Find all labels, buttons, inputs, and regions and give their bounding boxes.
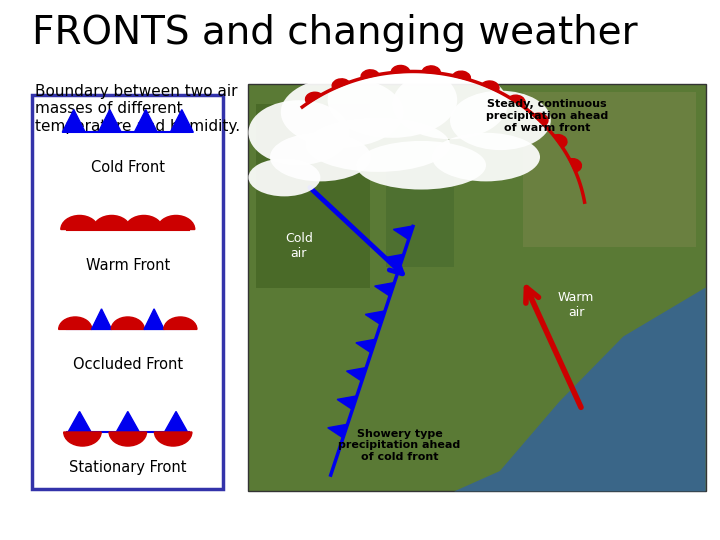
Text: Occluded Front: Occluded Front bbox=[73, 357, 183, 373]
Polygon shape bbox=[337, 396, 357, 409]
Polygon shape bbox=[68, 411, 91, 432]
Polygon shape bbox=[346, 368, 366, 381]
Ellipse shape bbox=[248, 100, 349, 165]
Wedge shape bbox=[164, 317, 197, 329]
Text: Boundary between two air
masses of different
temperature and humidity.: Boundary between two air masses of diffe… bbox=[35, 84, 240, 133]
Wedge shape bbox=[361, 70, 379, 79]
Text: Cold Front: Cold Front bbox=[91, 160, 165, 176]
Text: Showery type
precipitation ahead
of cold front: Showery type precipitation ahead of cold… bbox=[338, 429, 461, 462]
Wedge shape bbox=[482, 81, 499, 92]
Bar bbox=[248, 84, 706, 491]
Wedge shape bbox=[93, 215, 130, 230]
Ellipse shape bbox=[432, 133, 540, 181]
Text: Warm
air: Warm air bbox=[558, 291, 594, 319]
Wedge shape bbox=[125, 215, 163, 230]
Wedge shape bbox=[569, 159, 582, 172]
Wedge shape bbox=[111, 317, 144, 329]
Polygon shape bbox=[165, 411, 187, 432]
Wedge shape bbox=[332, 79, 350, 89]
Wedge shape bbox=[109, 432, 147, 446]
Ellipse shape bbox=[450, 91, 551, 150]
Ellipse shape bbox=[306, 118, 450, 172]
Ellipse shape bbox=[392, 69, 508, 139]
Text: Steady, continuous
precipitation ahead
of warm front: Steady, continuous precipitation ahead o… bbox=[486, 99, 608, 133]
Wedge shape bbox=[553, 134, 567, 148]
Polygon shape bbox=[454, 287, 706, 491]
Ellipse shape bbox=[270, 133, 371, 181]
Text: FRONTS and changing weather: FRONTS and changing weather bbox=[32, 14, 638, 51]
Bar bbox=[256, 104, 370, 287]
Polygon shape bbox=[98, 110, 121, 132]
Polygon shape bbox=[171, 110, 193, 132]
Wedge shape bbox=[452, 71, 470, 80]
Ellipse shape bbox=[248, 159, 320, 197]
Text: Stationary Front: Stationary Front bbox=[69, 460, 186, 475]
Text: Cold
air: Cold air bbox=[285, 232, 312, 260]
Wedge shape bbox=[63, 432, 101, 446]
Ellipse shape bbox=[281, 77, 403, 147]
Polygon shape bbox=[116, 411, 140, 432]
FancyBboxPatch shape bbox=[32, 94, 223, 489]
Wedge shape bbox=[58, 317, 91, 329]
Wedge shape bbox=[508, 95, 525, 107]
Polygon shape bbox=[328, 424, 348, 438]
Polygon shape bbox=[91, 309, 112, 329]
Polygon shape bbox=[144, 309, 164, 329]
Bar bbox=[523, 92, 696, 247]
Wedge shape bbox=[533, 113, 548, 126]
Polygon shape bbox=[393, 226, 413, 240]
Polygon shape bbox=[384, 254, 404, 268]
Ellipse shape bbox=[328, 62, 457, 138]
Wedge shape bbox=[391, 65, 410, 73]
Polygon shape bbox=[62, 110, 85, 132]
Wedge shape bbox=[155, 432, 192, 446]
Wedge shape bbox=[305, 92, 322, 104]
Polygon shape bbox=[356, 339, 376, 353]
Polygon shape bbox=[365, 311, 385, 325]
Ellipse shape bbox=[356, 141, 486, 190]
Wedge shape bbox=[158, 215, 194, 230]
Text: Warm Front: Warm Front bbox=[86, 258, 170, 273]
Bar bbox=[386, 145, 454, 267]
Wedge shape bbox=[60, 215, 98, 230]
Polygon shape bbox=[134, 110, 158, 132]
Wedge shape bbox=[422, 66, 441, 74]
Polygon shape bbox=[374, 282, 395, 296]
